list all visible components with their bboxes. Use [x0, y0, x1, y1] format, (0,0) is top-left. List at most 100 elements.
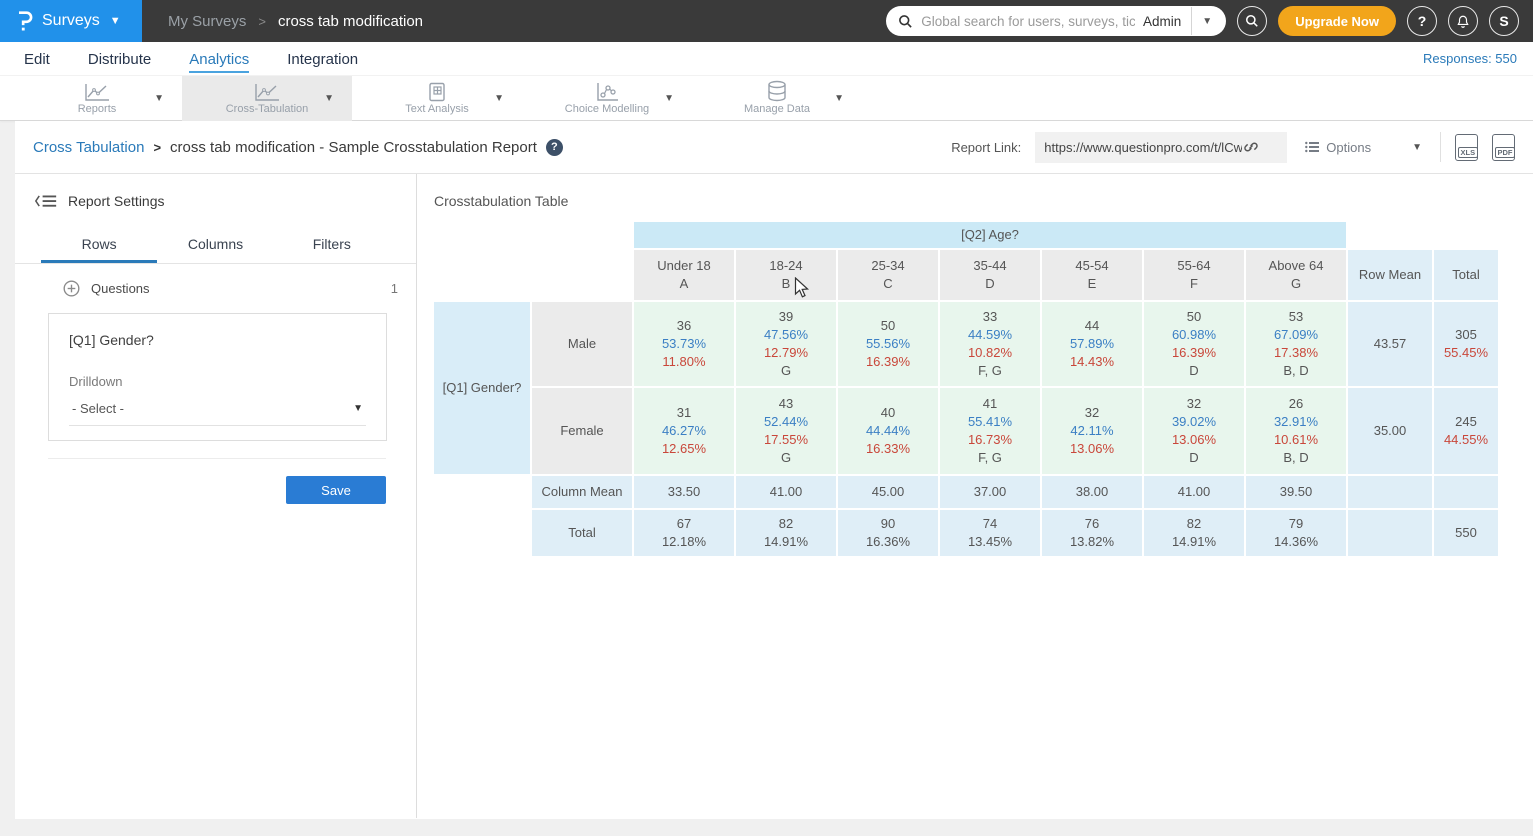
cell-count: 32 [1148, 395, 1240, 413]
chevron-down-icon: ▼ [110, 15, 121, 27]
breadcrumb-my-surveys[interactable]: My Surveys [168, 13, 246, 30]
line-chart-icon [84, 82, 110, 102]
crosstab-cell: 3344.59%10.82%F, G [940, 302, 1040, 386]
column-total-cell: 7413.45% [940, 510, 1040, 556]
responses-count[interactable]: Responses: 550 [1423, 51, 1517, 66]
search-scope-caret-icon[interactable]: ▼ [1192, 16, 1216, 27]
tab-cross-tabulation[interactable]: Cross-Tabulation▼ [182, 76, 352, 121]
cell-significance: F, G [944, 449, 1036, 467]
banner-row: [Q2] Age? [434, 222, 1498, 248]
nav-item-distribute[interactable]: Distribute [88, 45, 151, 73]
total-pct: 44.55% [1438, 431, 1494, 449]
cell-column-pct: 32.91% [1250, 413, 1342, 431]
tab-dropdown-caret-icon[interactable]: ▼ [834, 93, 844, 104]
breadcrumb-survey-name: cross tab modification [278, 13, 423, 30]
col-letter: B [740, 275, 832, 293]
tab-dropdown-caret-icon[interactable]: ▼ [324, 93, 334, 104]
tab-dropdown-caret-icon[interactable]: ▼ [494, 93, 504, 104]
column-total-cell: 8214.91% [736, 510, 836, 556]
column-total-cell: 8214.91% [1144, 510, 1244, 556]
header-row: Under 18A18-24B25-34C35-44D45-54E55-64FA… [434, 250, 1498, 300]
tab-text-analysis[interactable]: Text Analysis ▼ [352, 76, 522, 121]
survey-nav-items: Edit Distribute Analytics Integration [16, 45, 358, 73]
empty-cell [1434, 476, 1498, 508]
col-letter: G [1250, 275, 1342, 293]
help-button[interactable]: ? [1407, 6, 1437, 36]
column-mean-cell: 39.50 [1246, 476, 1346, 508]
tab-label: Text Analysis [405, 103, 469, 115]
report-link-input[interactable] [1044, 140, 1242, 155]
crosstab-cell: 5367.09%17.38%B, D [1246, 302, 1346, 386]
cross-tabulation-link[interactable]: Cross Tabulation [33, 139, 144, 156]
cell-count: 33 [944, 308, 1036, 326]
cell-count: 40 [842, 404, 934, 422]
column-mean-cell: 33.50 [634, 476, 734, 508]
export-xls-button[interactable]: XLS [1455, 134, 1478, 161]
tab-dropdown-caret-icon[interactable]: ▼ [154, 93, 164, 104]
save-button[interactable]: Save [286, 476, 386, 504]
total-count: 74 [944, 515, 1036, 533]
options-list-icon [1305, 141, 1319, 153]
cell-row-pct: 11.80% [638, 353, 730, 371]
nav-item-analytics[interactable]: Analytics [189, 45, 249, 73]
search-input[interactable] [913, 14, 1143, 29]
col-header: 45-54E [1042, 250, 1142, 300]
drilldown-select[interactable]: - Select - ▼ [69, 389, 366, 426]
total-header: Total [1434, 250, 1498, 300]
settings-tab-rows[interactable]: Rows [41, 227, 157, 263]
cell-row-pct: 10.82% [944, 344, 1036, 362]
column-total-cell: 9016.36% [838, 510, 938, 556]
nav-item-integration[interactable]: Integration [287, 45, 358, 73]
row-question-cell: [Q1] Gender? [434, 302, 530, 474]
report-header: Cross Tabulation > cross tab modificatio… [15, 121, 1533, 174]
total-pct-gray: 13.82% [1046, 533, 1138, 551]
cell-count: 50 [842, 317, 934, 335]
report-link-box [1035, 132, 1287, 163]
col-header: 55-64F [1144, 250, 1244, 300]
panel-divider [48, 458, 386, 459]
tab-dropdown-caret-icon[interactable]: ▼ [664, 93, 674, 104]
crosstab-cell: 4352.44%17.55%G [736, 388, 836, 474]
export-pdf-button[interactable]: PDF [1492, 134, 1515, 161]
crosstab-section-title: Crosstabulation Table [417, 174, 1533, 220]
cell-column-pct: 53.73% [638, 335, 730, 353]
upgrade-now-button[interactable]: Upgrade Now [1278, 6, 1396, 36]
report-actions: Report Link: Options ▼ XLS PDF [951, 132, 1515, 163]
row-mean-cell: 43.57 [1348, 302, 1432, 386]
search-button[interactable] [1237, 6, 1267, 36]
col-range: 55-64 [1148, 257, 1240, 275]
search-scope-label[interactable]: Admin [1143, 14, 1191, 29]
settings-tab-filters[interactable]: Filters [274, 227, 390, 263]
link-icon[interactable] [1242, 138, 1260, 156]
top-bar: Surveys ▼ My Surveys > cross tab modific… [0, 0, 1533, 42]
notifications-button[interactable] [1448, 6, 1478, 36]
crosstab-cell: 3242.11%13.06% [1042, 388, 1142, 474]
cell-count: 31 [638, 404, 730, 422]
avatar[interactable]: S [1489, 6, 1519, 36]
document-table-icon [427, 82, 447, 102]
analytics-toolbar: Reports▼Cross-Tabulation▼Text Analysis▼C… [0, 76, 1533, 121]
tab-reports[interactable]: Reports▼ [12, 76, 182, 121]
global-search[interactable]: Admin ▼ [886, 6, 1226, 36]
nav-item-edit[interactable]: Edit [24, 45, 50, 73]
settings-tabs: RowsColumnsFilters [15, 227, 416, 264]
options-button[interactable]: Options ▼ [1301, 140, 1426, 155]
settings-tab-columns[interactable]: Columns [157, 227, 273, 263]
add-question-icon[interactable] [63, 280, 80, 297]
cell-row-pct: 16.33% [842, 440, 934, 458]
column-question-banner: [Q2] Age? [634, 222, 1346, 248]
data-row: Female3146.27%12.65%4352.44%17.55%G4044.… [434, 388, 1498, 474]
report-help-icon[interactable]: ? [546, 139, 563, 156]
tab-manage-data[interactable]: Manage Data▼ [692, 76, 862, 121]
question-title: [Q1] Gender? [69, 332, 366, 348]
tab-choice-modelling[interactable]: Choice Modelling▼ [522, 76, 692, 121]
topbar-actions: Admin ▼ Upgrade Now ? S [886, 6, 1533, 36]
total-count: 79 [1250, 515, 1342, 533]
cell-count: 26 [1250, 395, 1342, 413]
column-total-cell: 7613.82% [1042, 510, 1142, 556]
cell-row-pct: 12.79% [740, 344, 832, 362]
brand-menu[interactable]: Surveys ▼ [0, 0, 142, 42]
collapse-panel-icon[interactable] [35, 194, 57, 208]
cell-count: 41 [944, 395, 1036, 413]
col-header: 35-44D [940, 250, 1040, 300]
